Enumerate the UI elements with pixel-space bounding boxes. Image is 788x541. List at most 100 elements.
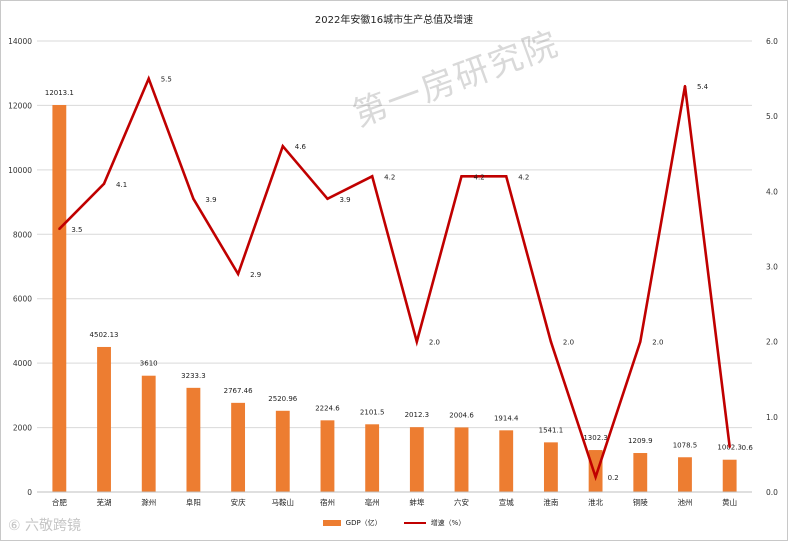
x-tick-label: 滁州 [141,497,156,507]
growth-point[interactable] [102,182,106,186]
gdp-data-label: 2101.5 [360,408,385,416]
gdp-bar[interactable] [499,430,514,492]
gdp-bars [52,105,737,492]
growth-point[interactable] [147,77,150,80]
y-right-tick-label: 6.0 [766,37,778,46]
legend-swatch-gdp [322,520,341,526]
growth-line[interactable] [58,75,731,482]
growth-data-label: 3.5 [71,226,82,234]
y-left-tick-label: 2000 [13,424,32,433]
growth-point[interactable] [460,175,463,178]
growth-data-label: 5.4 [697,83,709,91]
x-tick-label: 池州 [677,497,692,507]
growth-point[interactable] [236,272,240,276]
growth-data-label: 2.9 [250,271,261,279]
gdp-data-label: 1078.5 [673,441,698,449]
x-axis: 合肥 芜湖 滁州 阜阳 安庆 马鞍山 宿州 亳州 蚌埠 六安 宣城 淮南 淮北 铜陵 池州 黄山 [37,491,752,507]
y-right-tick-label: 0.0 [766,488,778,497]
x-tick-label: 宣城 [499,497,514,507]
gdp-data-label: 4502.13 [90,331,119,339]
growth-data-label: 4.2 [474,173,485,181]
growth-data-label: 3.9 [205,196,216,204]
growth-point[interactable] [326,197,329,201]
gdp-data-label: 2004.6 [449,411,474,419]
gdp-data-label: 1914.4 [494,414,519,422]
gdp-data-label: 1209.9 [628,437,653,445]
gdp-bar[interactable] [365,424,380,492]
growth-line-labels: 3.5 4.1 5.5 3.9 2.9 4.6 3.9 4.2 2.0 4.2 4.2 2.0 0.2 2… [71,76,753,482]
x-tick-label: 宿州 [320,497,335,507]
gdp-bar[interactable] [231,402,246,492]
legend-label-growth: 增速（%） [430,519,466,527]
growth-point[interactable] [728,445,731,449]
growth-data-label: 4.2 [384,173,395,181]
gdp-data-label: 2224.6 [315,404,340,412]
growth-point[interactable] [549,340,553,343]
gdp-bar[interactable] [52,105,67,492]
gdp-data-label: 2012.3 [405,411,430,419]
x-tick-label: 铜陵 [633,497,648,507]
gdp-bar[interactable] [678,457,692,492]
y-left-tick-label: 10000 [8,166,32,175]
legend-swatch-growth [403,522,426,524]
growth-data-label: 2.0 [652,339,663,347]
growth-point[interactable] [370,175,374,178]
growth-point[interactable] [192,197,195,201]
gdp-data-label: 12013.1 [45,89,74,97]
y-right-tick-label: 2.0 [766,338,778,347]
y-left-tick-label: 8000 [13,230,32,239]
gdp-bar[interactable] [320,420,335,492]
legend: GDP（亿） 增速（%） [0,518,788,528]
gdp-bar[interactable] [633,453,648,492]
y-left-axis: 0 2000 4000 6000 8000 10000 12000 14000 [8,37,32,497]
gdp-bar[interactable] [543,442,558,492]
gdp-bar[interactable] [722,459,737,492]
gdp-data-label: 1302.3 [583,434,608,442]
growth-point[interactable] [281,145,284,148]
y-right-tick-label: 4.0 [766,187,778,196]
y-right-axis: 0.0 1.0 2.0 3.0 4.0 5.0 6.0 [766,37,778,497]
y-right-tick-label: 3.0 [766,263,778,272]
x-tick-label: 亳州 [365,497,380,507]
x-tick-label: 合肥 [52,497,67,507]
gdp-data-label: 2767.46 [224,387,253,395]
x-tick-label: 淮南 [543,497,558,507]
chart-title: 2022年安徽16城市生产总值及增速 [314,15,474,26]
legend-label-gdp: GDP（亿） [345,519,382,527]
x-tick-label: 六安 [454,497,469,507]
x-tick-label: 淮北 [588,497,603,507]
gdp-bar[interactable] [186,387,201,492]
y-left-tick-label: 14000 [8,37,32,46]
growth-point[interactable] [58,227,61,231]
gdp-data-label: 1541.1 [539,426,564,434]
growth-point[interactable] [683,84,687,88]
legend-item-growth[interactable]: 增速（%） [403,518,466,528]
gdp-bar[interactable] [409,427,424,492]
y-left-tick-label: 6000 [13,295,32,304]
gdp-bar[interactable] [97,346,111,492]
gdp-data-label: 3610 [140,360,158,368]
y-right-tick-label: 1.0 [766,413,778,422]
growth-point[interactable] [594,475,597,479]
legend-item-gdp[interactable]: GDP（亿） [322,518,382,528]
growth-data-label: 0.6 [742,444,754,452]
y-left-tick-label: 4000 [13,359,32,368]
y-left-tick-label: 12000 [8,101,32,110]
gdp-bar[interactable] [275,410,290,492]
growth-point[interactable] [505,175,508,178]
growth-data-label: 3.9 [339,196,350,204]
gdp-bar[interactable] [454,427,469,492]
x-tick-label: 阜阳 [186,497,201,507]
y-right-tick-label: 5.0 [766,112,778,121]
gdp-bar[interactable] [141,375,156,492]
growth-line-layer [58,75,731,482]
gdp-bar[interactable] [588,450,603,492]
growth-point[interactable] [415,340,419,343]
growth-point[interactable] [639,340,642,343]
x-tick-label: 黄山 [722,497,737,507]
gdp-data-label: 3233.3 [181,372,206,380]
growth-data-label: 4.1 [116,181,127,189]
growth-data-label: 2.0 [563,339,574,347]
